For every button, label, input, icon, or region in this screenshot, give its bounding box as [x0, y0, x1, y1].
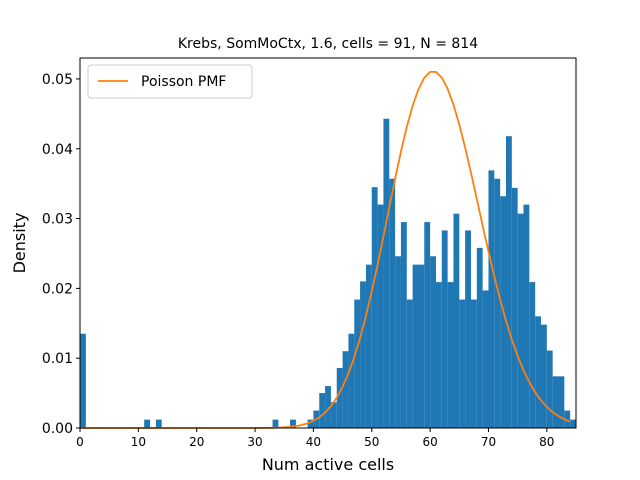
histogram-bar [383, 118, 390, 429]
x-tick-label: 20 [189, 435, 204, 449]
histogram-bar [395, 256, 401, 428]
histogram-bar [488, 170, 495, 428]
histogram-bar [307, 419, 314, 428]
y-axis-label: Density [10, 213, 29, 274]
chart-title: Krebs, SomMoCtx, 1.6, cells = 91, N = 81… [178, 36, 478, 52]
x-tick-label: 10 [131, 435, 146, 449]
histogram-bar [523, 204, 530, 428]
histogram-bar [535, 316, 541, 428]
x-tick-label: 70 [481, 435, 496, 449]
histogram-bar [336, 367, 343, 428]
legend-box [87, 64, 253, 99]
y-axis-ticks: 0.00 0.01 0.02 0.03 0.04 0.05 [42, 72, 80, 437]
histogram-bar [447, 282, 454, 428]
histogram-bar [558, 376, 565, 428]
histogram-bar [441, 230, 448, 428]
histogram-bar [412, 264, 419, 428]
x-axis-label: Num active cells [262, 455, 394, 474]
histogram-bar [330, 402, 337, 428]
histogram-bar [325, 386, 331, 428]
histogram-bar [348, 333, 355, 428]
legend: Poisson PMF [87, 64, 253, 99]
x-tick-label: 0 [76, 435, 84, 449]
x-tick-label: 60 [422, 435, 437, 449]
histogram-bar [80, 333, 86, 428]
histogram-bar [546, 350, 553, 428]
x-tick-label: 40 [306, 435, 321, 449]
y-tick-label: 0.00 [42, 421, 73, 437]
x-tick-label: 80 [539, 435, 554, 449]
histogram-bar [360, 281, 366, 428]
x-tick-label: 50 [364, 435, 379, 449]
histogram-bar [389, 178, 396, 428]
histogram-bar [494, 178, 501, 428]
histogram-bar [564, 410, 571, 428]
histogram-bar [272, 419, 279, 428]
histogram-bar [476, 247, 483, 428]
y-tick-label: 0.05 [42, 72, 73, 88]
histogram-bar [465, 230, 471, 428]
x-tick-label: 30 [247, 435, 262, 449]
histogram-bar [435, 282, 442, 428]
histogram-bar [406, 299, 413, 428]
histogram-bars [80, 118, 576, 429]
y-tick-label: 0.03 [42, 212, 73, 228]
histogram-bar [552, 376, 559, 428]
histogram-bar [470, 299, 477, 428]
histogram-bar [155, 419, 162, 428]
legend-label-poisson: Poisson PMF [141, 74, 226, 90]
histogram-bar [319, 393, 326, 428]
histogram-bar [505, 136, 512, 428]
y-tick-label: 0.02 [42, 281, 73, 297]
histogram-bar [540, 324, 547, 428]
histogram-bar [453, 213, 460, 428]
histogram-bar [482, 290, 489, 428]
histogram-bar [377, 204, 384, 428]
histogram-bar [570, 419, 576, 428]
histogram-bar [511, 187, 518, 428]
histogram-bar [290, 419, 296, 428]
histogram-bar [459, 299, 466, 428]
histogram-bar [371, 187, 378, 428]
histogram-bar [517, 213, 524, 428]
histogram-bar [342, 351, 349, 428]
x-axis-ticks: 0 10 20 30 40 50 60 70 80 [76, 428, 554, 449]
histogram-bar [529, 282, 536, 428]
histogram-bar [424, 222, 431, 428]
histogram-bar [365, 264, 372, 428]
histogram-bar [354, 299, 361, 428]
histogram-bar [400, 222, 407, 428]
histogram-bar [430, 256, 436, 428]
histogram-bar [144, 419, 151, 428]
y-tick-label: 0.04 [42, 142, 73, 158]
plot-frame [79, 57, 577, 429]
y-tick-label: 0.01 [42, 351, 73, 367]
histogram-bar [418, 264, 425, 428]
